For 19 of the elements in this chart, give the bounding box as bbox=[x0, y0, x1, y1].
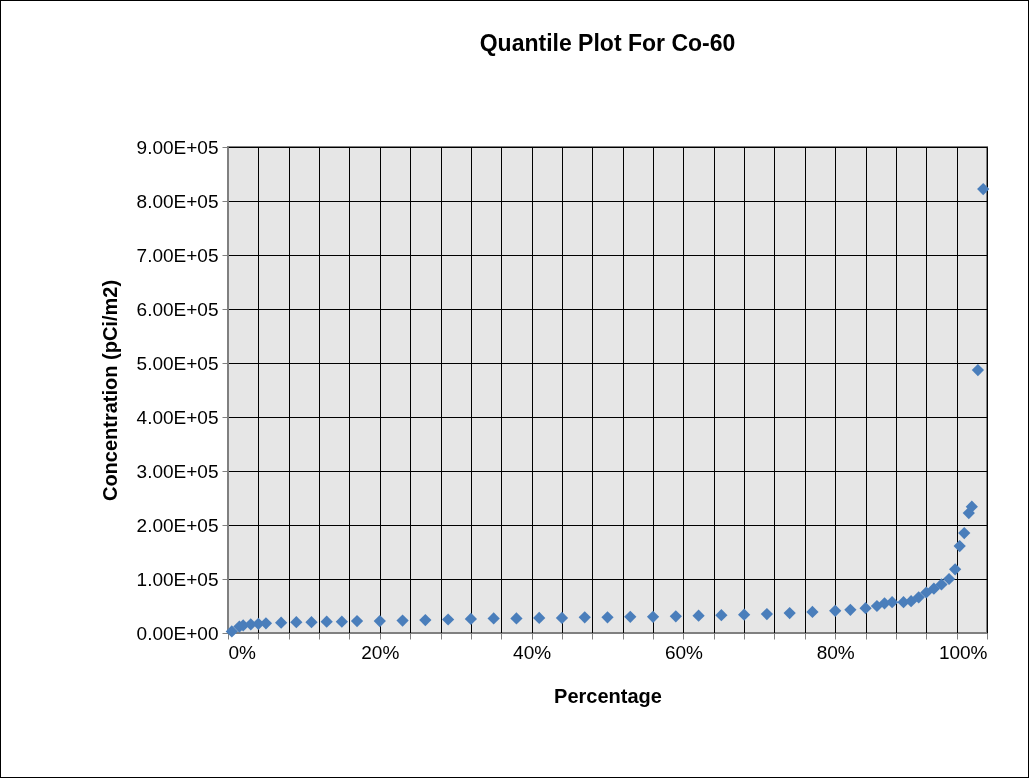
x-tick-label: 20% bbox=[361, 641, 400, 663]
y-tick-label: 4.00E+05 bbox=[136, 406, 219, 428]
y-tick-label: 8.00E+05 bbox=[136, 190, 219, 212]
x-tick-label: 80% bbox=[816, 641, 855, 663]
y-tick-label: 6.00E+05 bbox=[136, 298, 219, 320]
y-tick-label: 9.00E+05 bbox=[136, 136, 219, 158]
y-axis-title: Concentration (pCi/m2) bbox=[98, 279, 121, 502]
y-tick-label: 0.00E+00 bbox=[136, 622, 219, 644]
y-tick-label: 3.00E+05 bbox=[136, 460, 219, 482]
x-tick-label: 100% bbox=[938, 641, 988, 663]
x-axis-title: Percentage bbox=[554, 684, 662, 707]
y-tick-label: 7.00E+05 bbox=[136, 244, 219, 266]
y-tick-label: 5.00E+05 bbox=[136, 352, 219, 374]
y-tick-label: 2.00E+05 bbox=[136, 514, 219, 536]
x-tick-label: 0% bbox=[228, 641, 257, 663]
x-tick-label: 60% bbox=[664, 641, 704, 663]
y-tick-label: 1.00E+05 bbox=[136, 568, 219, 590]
chart-title: Quantile Plot For Co-60 bbox=[479, 30, 736, 56]
x-tick-label: 40% bbox=[513, 641, 552, 663]
